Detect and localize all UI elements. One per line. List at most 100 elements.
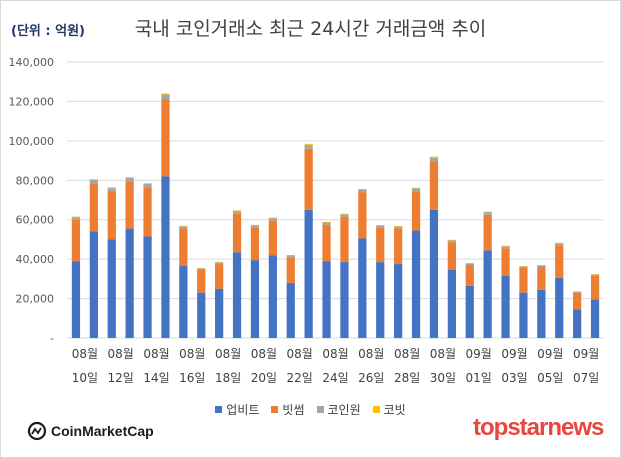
bar-segment — [519, 268, 528, 293]
bar-segment — [268, 217, 277, 219]
bar-segment — [537, 289, 546, 338]
bar-segment — [447, 239, 456, 241]
bar-segment — [358, 189, 367, 193]
bar-segment — [411, 187, 421, 189]
legend-label: 빗썸 — [282, 403, 305, 417]
bar-segment — [179, 266, 188, 338]
bar-segment — [394, 226, 403, 229]
legend-label: 업비트 — [226, 403, 260, 417]
bar-segment — [179, 228, 188, 267]
y-tick-label: - — [50, 332, 54, 345]
bar-segment — [447, 240, 456, 243]
bar-segment — [143, 183, 152, 185]
x-tick-day: 07일 — [573, 371, 599, 385]
bar-segment — [161, 93, 170, 95]
x-tick-day: 03일 — [501, 371, 527, 385]
bar-segment — [179, 226, 188, 229]
bar-segment — [358, 188, 367, 190]
x-tick-day: 30일 — [430, 371, 456, 385]
bar-segment — [268, 255, 277, 338]
x-tick-day: 28일 — [394, 371, 420, 385]
bar-segment — [232, 213, 242, 253]
x-tick-month: 08월 — [143, 347, 169, 361]
gridlines — [67, 61, 604, 339]
legend-item: 코빗 — [372, 401, 406, 418]
bar-segment — [340, 214, 349, 217]
legend-swatch — [316, 406, 324, 413]
bar-segment — [465, 263, 474, 266]
bar-segment — [125, 181, 134, 229]
bar-segment — [501, 246, 510, 249]
bar-segment — [107, 187, 116, 189]
bar-segment — [232, 211, 242, 214]
y-tick-label: 120,000 — [9, 95, 55, 108]
bar-segment — [322, 221, 331, 223]
legend-item: 빗썸 — [271, 401, 305, 418]
x-tick-month: 08월 — [358, 347, 384, 361]
bar-segment — [519, 292, 528, 338]
bar-segment — [125, 177, 134, 178]
bar-segment — [376, 227, 385, 263]
x-tick-month: 09월 — [537, 347, 563, 361]
bar-segment — [429, 161, 439, 210]
y-tick-label: 100,000 — [9, 135, 55, 148]
bar-segment — [250, 227, 260, 261]
x-tick-day: 18일 — [215, 371, 241, 385]
x-tick-month: 09월 — [501, 347, 527, 361]
bar-segment — [394, 226, 403, 227]
bar-segment — [215, 264, 224, 289]
y-tick-label: 20,000 — [16, 293, 55, 306]
bar-segment — [358, 192, 367, 239]
legend-label: 코인원 — [327, 403, 361, 417]
bar-segment — [71, 217, 81, 220]
bar-segment — [483, 211, 492, 213]
bar-segment — [590, 299, 600, 338]
bar-segment — [322, 261, 331, 338]
bar-segment — [71, 219, 81, 262]
bar-segment — [197, 269, 206, 293]
bar-segment — [125, 228, 134, 338]
bar-segment — [555, 245, 564, 278]
x-tick-day: 12일 — [108, 371, 134, 385]
bar-segment — [161, 94, 170, 100]
unit-label: (단위 : 억원) — [11, 24, 85, 39]
bar-segment — [179, 225, 188, 227]
bar-segment — [304, 148, 313, 210]
bar-segment — [411, 188, 421, 192]
bar-segment — [501, 248, 510, 276]
bar-segment — [590, 274, 600, 276]
bar-segment — [340, 216, 349, 263]
bar-segment — [394, 264, 403, 338]
x-tick-day: 22일 — [287, 371, 313, 385]
bar-segment — [358, 238, 367, 338]
bar-segment — [197, 292, 206, 338]
x-tick-day: 01일 — [466, 371, 492, 385]
bar-segment — [89, 183, 98, 232]
legend-swatch — [372, 406, 380, 413]
y-tick-label: 80,000 — [16, 174, 55, 187]
bar-segment — [268, 218, 277, 221]
bar-segment — [429, 156, 439, 158]
x-tick-month: 08월 — [287, 347, 313, 361]
legend-item: 코인원 — [316, 401, 361, 418]
bar-segment — [376, 225, 385, 228]
bar-segment — [250, 225, 260, 228]
x-tick-day: 16일 — [179, 371, 205, 385]
x-tick-day: 14일 — [143, 371, 169, 385]
bar-segment — [304, 209, 313, 338]
legend-swatch — [215, 406, 223, 413]
legend-swatch — [271, 406, 279, 413]
bar-segment — [555, 243, 564, 246]
bar-segment — [286, 255, 295, 258]
bar-segment — [71, 216, 81, 218]
bar-segment — [340, 262, 349, 338]
bar-segment — [268, 220, 277, 256]
y-tick-label: 40,000 — [16, 253, 55, 266]
bar-segment — [483, 250, 492, 338]
x-tick-month: 08월 — [394, 347, 420, 361]
bar-segment — [161, 99, 170, 177]
x-tick-day: 24일 — [322, 371, 348, 385]
bar-segment — [573, 292, 582, 310]
bar-segment — [250, 260, 260, 338]
x-tick-month: 08월 — [322, 347, 348, 361]
